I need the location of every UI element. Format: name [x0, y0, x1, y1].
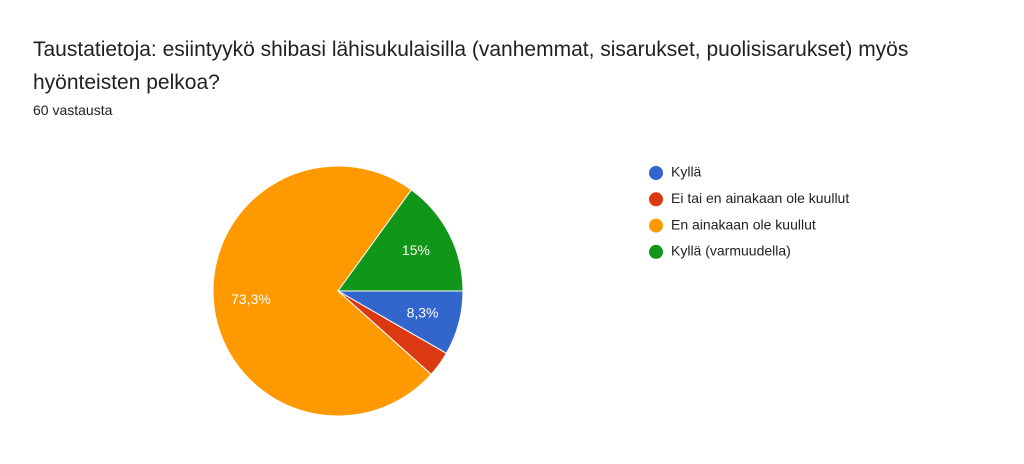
- legend-marker: [649, 166, 663, 180]
- slice-label: 8,3%: [407, 304, 439, 320]
- legend-label: Kyllä: [671, 164, 702, 180]
- slice-label: 73,3%: [231, 291, 271, 307]
- chart-subtitle: 60 vastausta: [33, 102, 113, 118]
- legend-marker: [649, 244, 663, 259]
- slice-label: 15%: [402, 242, 430, 258]
- pie-slice: [212, 165, 432, 417]
- legend-marker: [649, 218, 663, 233]
- pie-slice: [337, 189, 464, 292]
- legend-label: En ainakaan ole kuullut: [671, 216, 816, 232]
- legend-marker: [649, 192, 663, 207]
- chart-title: Taustatietoja: esiintyykö shibasi lähisu…: [33, 38, 909, 94]
- legend-label: Ei tai en ainakaan ole kuullut: [671, 190, 849, 206]
- legend-label: Kyllä (varmuudella): [671, 243, 791, 259]
